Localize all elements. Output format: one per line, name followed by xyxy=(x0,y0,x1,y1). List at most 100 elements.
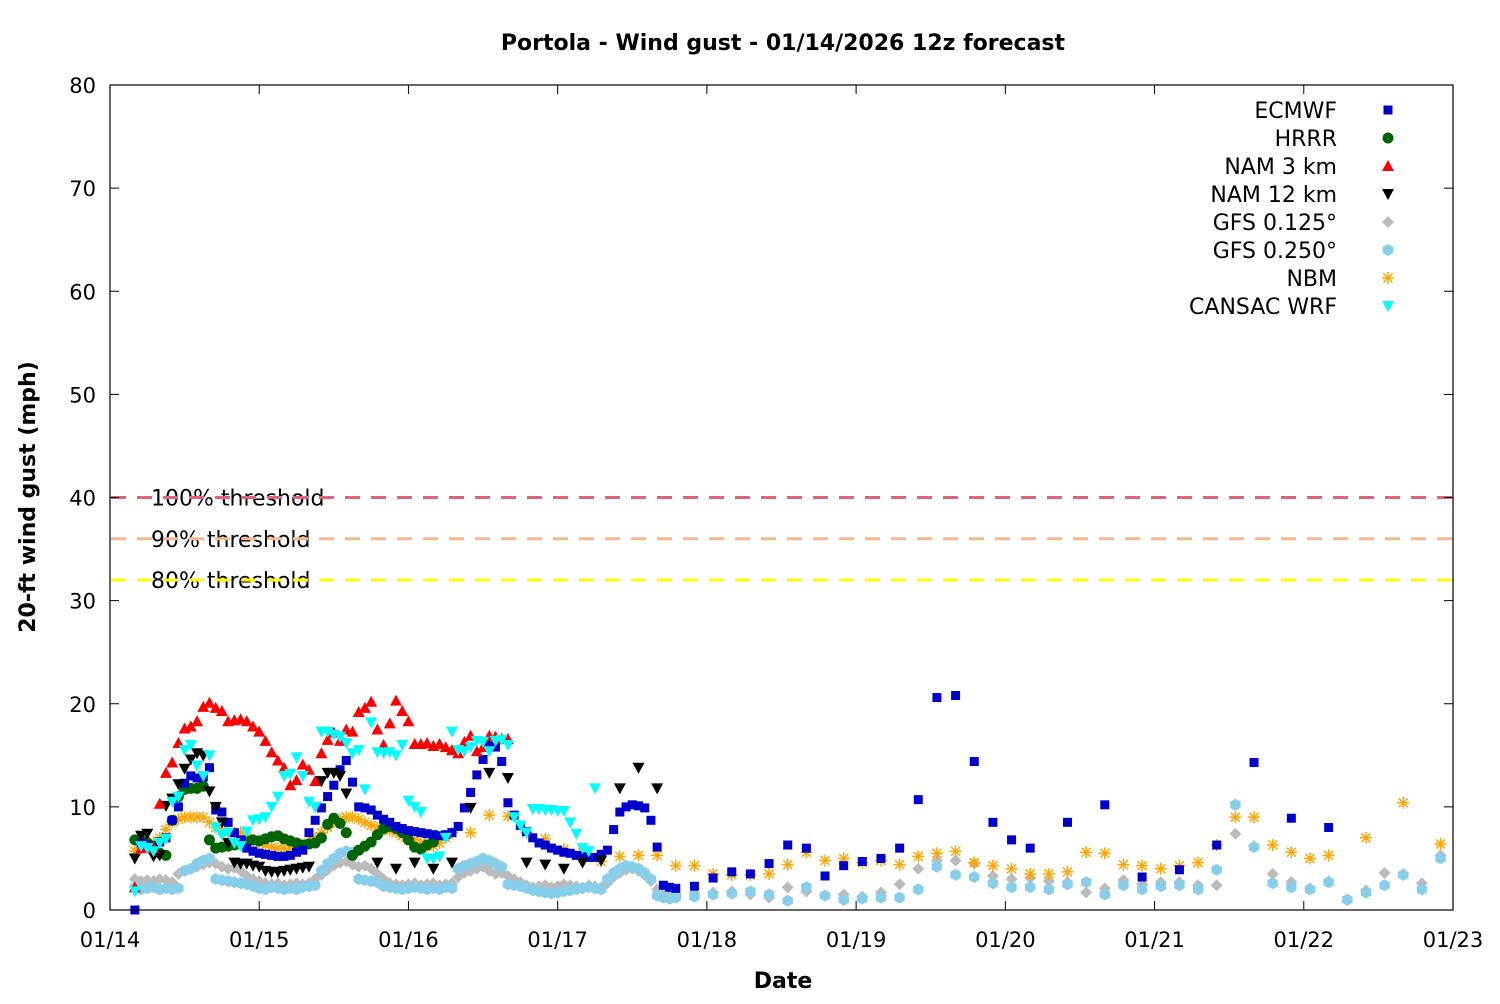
x-tick-label: 01/14 xyxy=(80,928,141,952)
legend-item: GFS 0.125° xyxy=(1213,211,1394,236)
data-point xyxy=(197,770,210,782)
data-point xyxy=(329,780,339,790)
data-point xyxy=(223,817,233,827)
data-point xyxy=(273,851,283,861)
data-point xyxy=(689,881,699,891)
data-point xyxy=(1397,796,1410,809)
data-point xyxy=(153,837,166,849)
data-point xyxy=(893,878,906,891)
data-point xyxy=(931,860,943,873)
data-point xyxy=(466,787,476,797)
data-point xyxy=(260,849,270,859)
data-point xyxy=(912,862,925,875)
data-point xyxy=(528,833,538,843)
data-point xyxy=(159,800,172,812)
data-point xyxy=(781,881,794,894)
legend-label: NBM xyxy=(1286,267,1337,292)
data-point xyxy=(203,696,216,708)
data-point xyxy=(352,706,365,717)
data-point xyxy=(234,841,247,853)
data-point xyxy=(609,825,619,835)
data-point xyxy=(427,863,440,875)
data-point xyxy=(203,786,216,798)
legend-marker-icon xyxy=(1382,160,1394,171)
legend-marker-icon xyxy=(1382,272,1394,284)
data-point xyxy=(1005,862,1018,875)
data-point xyxy=(1323,876,1334,889)
data-point xyxy=(222,827,235,839)
data-point xyxy=(352,745,365,757)
data-point xyxy=(365,836,377,848)
data-point xyxy=(495,734,508,746)
legend-item: HRRR xyxy=(1275,127,1394,152)
data-point xyxy=(310,815,320,825)
data-point xyxy=(292,847,302,857)
legend-marker-icon xyxy=(1383,105,1393,115)
data-point xyxy=(1062,878,1073,891)
data-point xyxy=(340,737,353,749)
data-point xyxy=(346,748,359,760)
data-point xyxy=(1061,865,1074,878)
data-point xyxy=(783,840,793,850)
data-point xyxy=(402,834,414,846)
data-point xyxy=(366,805,376,815)
data-point xyxy=(520,857,533,869)
data-point xyxy=(1435,852,1446,865)
data-point xyxy=(323,792,333,802)
data-point xyxy=(390,863,403,875)
data-point xyxy=(508,812,521,824)
data-point xyxy=(671,883,681,893)
data-point xyxy=(166,756,179,768)
x-tick-label: 01/15 xyxy=(229,928,290,952)
data-point xyxy=(501,740,514,751)
data-point xyxy=(186,771,196,781)
data-point xyxy=(271,754,284,766)
data-point xyxy=(458,746,471,758)
data-point xyxy=(1230,798,1241,811)
data-point xyxy=(346,725,359,737)
data-point xyxy=(1155,880,1166,893)
data-point xyxy=(298,845,308,855)
data-point xyxy=(930,847,943,860)
data-point xyxy=(159,766,172,778)
data-point xyxy=(596,849,606,859)
data-point xyxy=(302,796,315,808)
data-point xyxy=(988,817,998,827)
data-point xyxy=(1267,877,1278,890)
data-point xyxy=(1210,879,1223,892)
data-point xyxy=(265,746,278,758)
data-point xyxy=(1266,839,1279,852)
data-point xyxy=(240,715,253,727)
legend-marker-icon xyxy=(1382,301,1394,312)
data-point xyxy=(1248,811,1261,824)
data-point xyxy=(1229,827,1242,840)
data-point xyxy=(217,807,227,817)
data-point xyxy=(483,746,496,758)
data-point xyxy=(658,880,668,890)
data-point xyxy=(1286,881,1297,894)
data-point xyxy=(1434,838,1447,850)
data-point xyxy=(167,815,177,825)
data-point xyxy=(403,826,413,836)
data-point xyxy=(410,827,420,837)
x-tick-label: 01/20 xyxy=(975,928,1036,952)
data-point xyxy=(178,763,191,775)
x-tick-label: 01/18 xyxy=(677,928,738,952)
x-tick-label: 01/22 xyxy=(1274,928,1335,952)
data-point xyxy=(159,833,172,845)
data-point xyxy=(949,845,962,858)
data-point xyxy=(894,891,905,904)
data-point xyxy=(340,788,353,800)
data-point xyxy=(248,846,258,856)
data-point xyxy=(383,747,396,759)
data-point xyxy=(215,704,228,716)
data-point xyxy=(726,887,737,900)
data-point xyxy=(236,835,246,845)
legend-item: ECMWF xyxy=(1254,99,1393,124)
data-point xyxy=(1042,867,1055,880)
data-point xyxy=(453,821,463,831)
data-point xyxy=(665,882,675,892)
data-point xyxy=(335,765,345,775)
y-axis-label: 20-ft wind gust (mph) xyxy=(16,361,41,633)
data-point xyxy=(893,858,906,871)
